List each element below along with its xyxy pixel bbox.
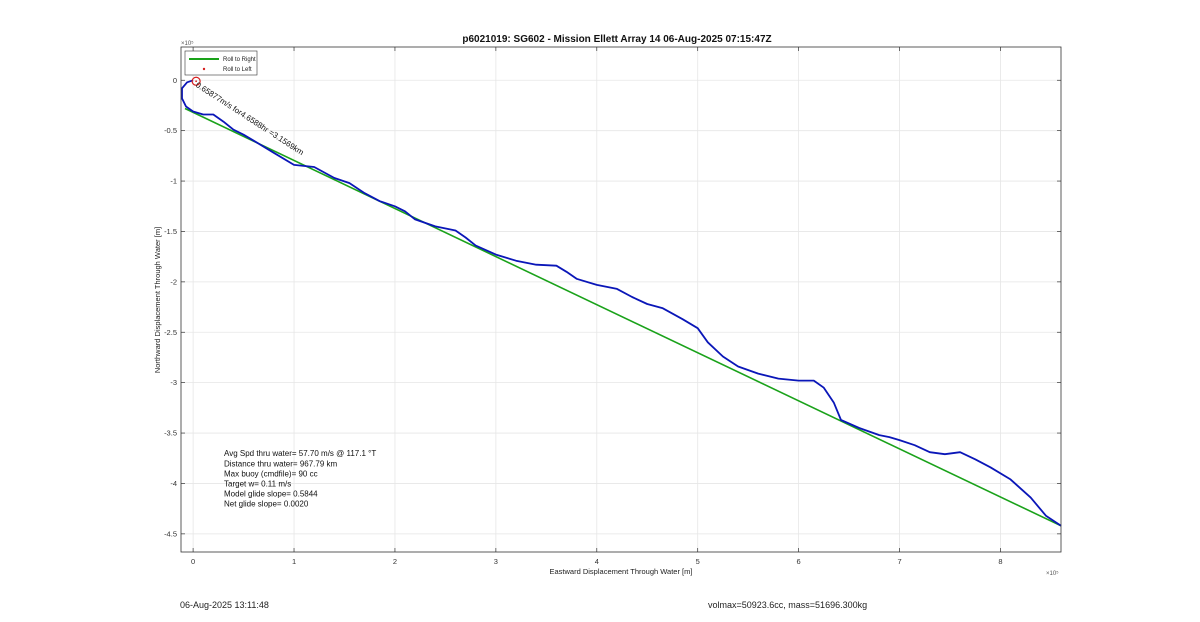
stats-line: Distance thru water= 967.79 km (224, 459, 338, 468)
legend-swatch-dot (202, 67, 206, 71)
legend-label: Roll to Right (223, 57, 256, 63)
legend-box (184, 50, 258, 76)
footer-volmax-mass: volmax=50923.6cc, mass=51696.300kg (708, 600, 868, 610)
y-tick-label: -1 (170, 177, 177, 186)
x-axis-label: Eastward Displacement Through Water [m] (550, 567, 693, 576)
x-tick-label: 4 (595, 557, 599, 566)
x-tick-label: 2 (393, 557, 397, 566)
series-line-track (181, 79, 1062, 527)
footer-timestamp: 06-Aug-2025 13:11:48 (180, 600, 269, 610)
y-tick-label: -3 (170, 378, 177, 387)
x-tick-label: 0 (191, 557, 195, 566)
grid-lines (181, 47, 1061, 552)
legend-label: Roll to Left (223, 67, 252, 73)
series-layer (181, 76, 1062, 527)
x-tick-label: 3 (494, 557, 498, 566)
legend: Roll to Right Roll to Left (184, 50, 258, 76)
stats-line: Net glide slope= 0.0020 (224, 500, 309, 509)
x-tick-label: 1 (292, 557, 296, 566)
marker-roll-left (191, 76, 201, 86)
x-tick-label: 7 (897, 557, 901, 566)
y-tick-label: -3.5 (164, 429, 177, 438)
y-tick-label: -2.5 (164, 328, 177, 337)
x-tick-label: 6 (797, 557, 801, 566)
y-tick-label: 0 (173, 76, 177, 85)
x-tick-label: 8 (998, 557, 1002, 566)
stats-line: Target w= 0.11 m/s (224, 479, 291, 488)
y-tick-label: -4.5 (164, 529, 177, 538)
y-axis-exponent: ×10⁵ (181, 40, 194, 47)
stats-line: Model glide slope= 0.5844 (224, 490, 318, 499)
track-speed-annotation: 0.65877m/s for4.6588hr =3.1569km (194, 80, 306, 157)
x-axis-exponent: ×10⁵ (1046, 570, 1059, 577)
y-tick-label: -0.5 (164, 126, 177, 135)
marker-roll-left-dot (195, 80, 198, 83)
y-tick-label: -1.5 (164, 227, 177, 236)
plot-area-frame (180, 46, 1062, 553)
y-tick-label: -2 (170, 277, 177, 286)
y-tick-label: -4 (170, 479, 177, 488)
stats-line: Avg Spd thru water= 57.70 m/s @ 117.1 °T (224, 449, 376, 458)
annotations: 0.65877m/s for4.6588hr =3.1569km Avg Spd … (194, 80, 376, 508)
x-tick-label: 5 (696, 557, 700, 566)
stats-line: Max buoy (cmdfile)= 90 cc (224, 469, 318, 478)
chart-title: p6021019: SG602 - Mission Ellett Array 1… (462, 34, 771, 45)
series-line-roll-right (184, 107, 1062, 527)
axis-ticks: 0 1 2 3 4 5 6 7 8 0 -0.5 -1 -1.5 -2 -2.5 -3 -3.5 -4 -4.5 (164, 47, 1061, 566)
y-axis-label: Northward Displacement Through Water [m] (153, 227, 162, 373)
